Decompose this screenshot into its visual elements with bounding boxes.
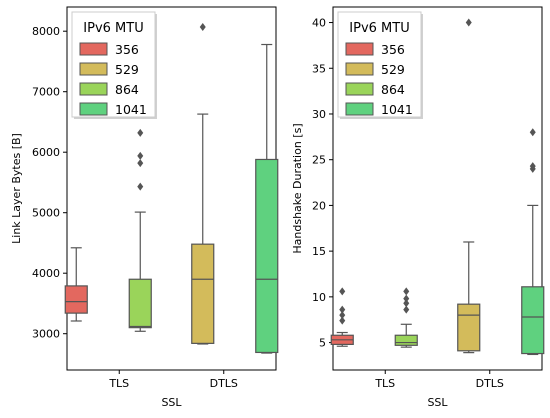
legend-right: IPv6 MTU 356 529 864 1041	[337, 11, 423, 119]
y-tick-label: 30	[312, 108, 326, 121]
x-tick-label: DTLS	[476, 377, 504, 390]
iqr-box	[521, 286, 545, 355]
y-tick-label: 25	[312, 154, 326, 167]
x-tick-label: TLS	[374, 377, 395, 390]
box-1041-dtls	[521, 128, 545, 356]
x-ticks-right: TLS DTLS	[374, 370, 504, 390]
outlier-point	[403, 299, 410, 308]
plot-frame-right	[332, 6, 543, 371]
legend-swatch-356	[79, 42, 108, 56]
y-axis-label-right: Handshake Duration [s]	[291, 123, 304, 253]
legend-swatch-864	[345, 82, 374, 96]
boxes-left	[64, 22, 279, 354]
outlier-point	[339, 305, 346, 314]
legend-label-864: 864	[115, 82, 139, 97]
iqr-box	[64, 285, 88, 314]
outlier-point	[403, 287, 410, 296]
x-axis-label-left: SSL	[161, 396, 182, 409]
outlier-point	[339, 316, 346, 325]
outlier-point	[137, 159, 144, 168]
boxes-right	[330, 18, 545, 356]
outlier-point	[137, 128, 144, 137]
iqr-box	[394, 334, 418, 346]
y-tick-label: 40	[312, 17, 326, 30]
x-ticks-left: TLS DTLS	[108, 370, 238, 390]
legend-swatch-529	[345, 62, 374, 76]
x-tick-label: TLS	[108, 377, 129, 390]
y-tick-label: 10	[312, 291, 326, 304]
box-529-dtls	[191, 22, 215, 345]
outlier-point	[199, 22, 206, 31]
y-tick-label: 7000	[32, 86, 60, 99]
iqr-box	[255, 158, 279, 354]
legend-label-529: 529	[115, 62, 139, 77]
outlier-point	[137, 151, 144, 160]
handshake-duration-panel: 5 10 15 20 25 30 35 40 TLS DTLS SSL Handshake Du…	[291, 6, 545, 409]
outlier-point	[529, 162, 536, 171]
box-864-tls	[394, 287, 418, 348]
legend-swatch-1041	[79, 102, 108, 116]
outlier-point	[137, 182, 144, 191]
legend-label-1041: 1041	[115, 102, 147, 117]
box-529-dtls	[457, 18, 481, 354]
outlier-point	[403, 305, 410, 314]
legend-swatch-864	[79, 82, 108, 96]
box-1041-dtls	[255, 43, 279, 354]
link-layer-bytes-panel: 3000 4000 5000 6000 7000 8000 TLS DTLS SSL Lin…	[10, 6, 279, 409]
iqr-box	[457, 303, 481, 352]
box-864-tls	[128, 128, 152, 332]
legend-swatch-1041	[345, 102, 374, 116]
y-tick-label: 35	[312, 62, 326, 75]
legend-title: IPv6 MTU	[83, 21, 143, 36]
x-tick-label: DTLS	[210, 377, 238, 390]
y-tick-label: 15	[312, 245, 326, 258]
y-tick-label: 4000	[32, 267, 60, 280]
outlier-point	[339, 311, 346, 320]
y-tick-label: 5000	[32, 207, 60, 220]
legend-swatch-356	[345, 42, 374, 56]
y-ticks-right: 5 10 15 20 25 30 35 40	[312, 17, 333, 350]
outlier-point	[529, 128, 536, 137]
y-tick-label: 5	[319, 337, 326, 350]
legend-label-1041: 1041	[381, 102, 413, 117]
legend-label-356: 356	[115, 42, 139, 57]
outlier-point	[403, 294, 410, 303]
y-tick-label: 8000	[32, 25, 60, 38]
outlier-point	[465, 18, 472, 27]
legend-label-529: 529	[381, 62, 405, 77]
x-axis-label-right: SSL	[427, 396, 448, 409]
y-ticks-left: 3000 4000 5000 6000 7000 8000	[32, 25, 67, 341]
box-356-tls	[330, 287, 354, 347]
y-tick-label: 3000	[32, 328, 60, 341]
outlier-point	[339, 287, 346, 296]
legend-swatch-529	[79, 62, 108, 76]
legend-label-356: 356	[381, 42, 405, 57]
legend-label-864: 864	[381, 82, 405, 97]
legend-left: IPv6 MTU 356 529 864 1041	[71, 11, 157, 119]
iqr-box	[191, 243, 215, 344]
legend-title: IPv6 MTU	[349, 21, 409, 36]
y-tick-label: 6000	[32, 146, 60, 159]
iqr-box	[128, 278, 152, 329]
y-axis-label-left: Link Layer Bytes [B]	[10, 133, 23, 244]
y-tick-label: 20	[312, 199, 326, 212]
box-356-tls	[64, 247, 88, 322]
